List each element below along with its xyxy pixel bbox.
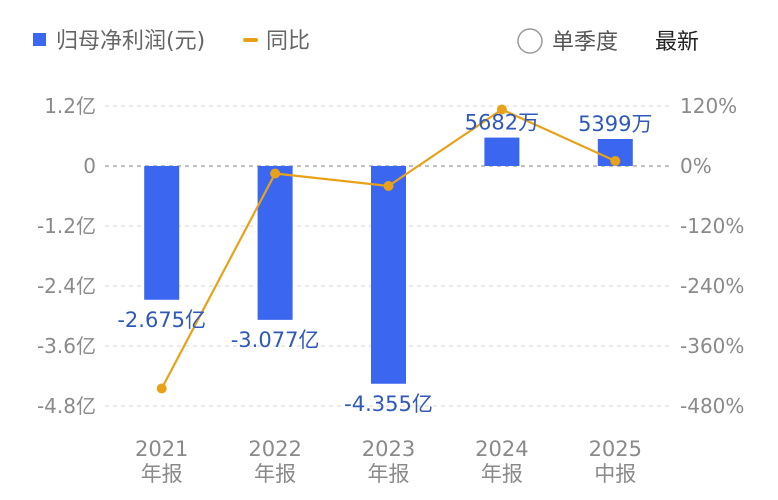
yoy-point [383,181,394,191]
line-series [156,104,621,394]
x-tick-year: 2025 [589,437,642,461]
legend-line-label[interactable]: 同比 [266,29,310,54]
bar-data-label: 5399万 [578,112,652,136]
yoy-point [156,383,167,394]
legend[interactable]: 归母净利润(元) 同比 [33,29,310,54]
bar-data-label: -2.675亿 [117,308,206,332]
latest-button[interactable]: 最新 [655,30,699,55]
x-tick-report-type: 年报 [141,462,183,486]
yoy-point [496,104,507,115]
x-tick-report-type: 中报 [594,462,636,486]
x-tick-report-type: 年报 [254,462,296,486]
bar [257,166,293,320]
legend-bar-label[interactable]: 归母净利润(元) [56,29,205,54]
y-left-tick-label: -3.6亿 [37,334,96,358]
bar [484,137,520,166]
bar-data-label: -4.355亿 [344,392,433,416]
bar [144,166,180,300]
yoy-point [270,168,281,179]
bar-data-label: 5682万 [465,111,539,135]
bar-labels: -2.675亿 -3.077亿 -4.355亿 5682万 5399万 [117,111,652,416]
y-right-tick-label: 120% [680,94,737,118]
bar [371,166,406,384]
y-left-tick-label: 0 [83,154,96,178]
x-tick-report-type: 年报 [368,462,410,486]
bar-series [144,137,633,384]
y-axis-right: 120% 0% -120% -240% -360% -480% [680,94,744,418]
y-left-tick-label: 1.2亿 [44,94,96,118]
y-left-tick-label: -1.2亿 [37,214,96,238]
y-left-tick-label: -4.8亿 [37,394,96,418]
x-tick-report-type: 年报 [481,462,523,486]
y-right-tick-label: -120% [680,214,744,238]
yoy-point [610,156,621,166]
x-tick-year: 2022 [248,437,301,461]
legend-bar-swatch [33,33,46,46]
y-right-tick-label: 0% [680,154,712,178]
bar-data-label: -3.077亿 [231,328,320,352]
y-right-tick-label: -480% [680,394,744,418]
y-left-tick-label: -2.4亿 [37,274,96,298]
x-tick-year: 2024 [475,437,528,461]
y-axis-left: 1.2亿 0 -1.2亿 -2.4亿 -3.6亿 -4.8亿 [37,94,96,418]
y-right-tick-label: -360% [680,334,744,358]
x-tick-year: 2023 [362,437,415,461]
single-quarter-toggle[interactable]: 单季度 [517,28,618,55]
single-quarter-label[interactable]: 单季度 [552,30,618,55]
legend-line-swatch [243,38,258,42]
y-right-tick-label: -240% [680,274,744,298]
single-quarter-radio[interactable] [517,28,543,54]
x-tick-year: 2021 [135,437,188,461]
